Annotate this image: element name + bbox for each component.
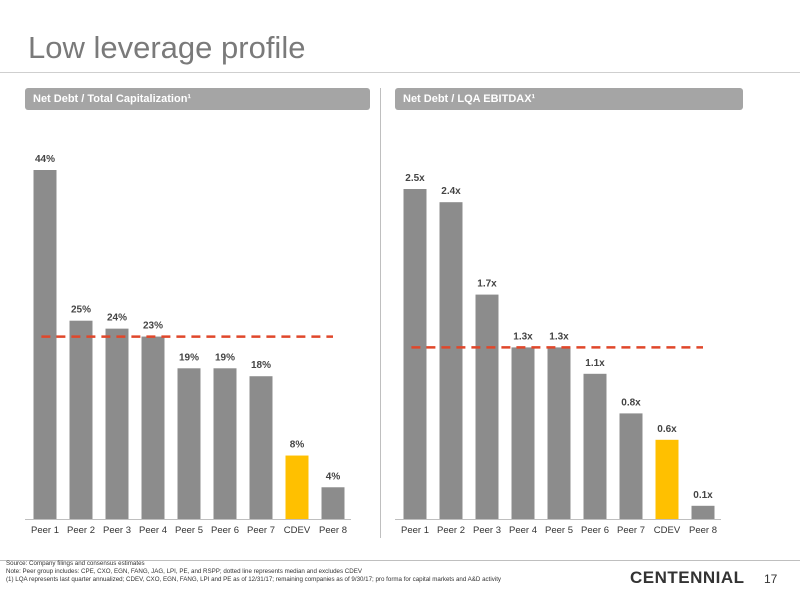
x-tick-label: Peer 5 (545, 525, 573, 536)
data-label: 2.5x (405, 173, 425, 184)
bar-cdev (285, 455, 309, 519)
data-label: 24% (107, 313, 127, 324)
data-label: 19% (215, 352, 235, 363)
bar-peer-3 (105, 328, 129, 519)
bar-peer-1 (403, 189, 427, 519)
net-debt-total-cap-chart: 44% Peer 1 25% Peer 2 24% Peer 3 23% Peer 4 19% P… (25, 154, 351, 536)
bar-peer-7 (619, 413, 643, 519)
data-label: 0.8x (621, 397, 641, 408)
data-label: 2.4x (441, 186, 461, 197)
footnotes: Source: Company filings and consensus es… (6, 560, 606, 584)
bar-peer-4 (141, 336, 165, 519)
x-tick-label: Peer 2 (437, 525, 465, 536)
x-tick-label: Peer 2 (67, 525, 95, 536)
bar-cdev (655, 439, 679, 519)
data-label: 1.7x (477, 279, 497, 290)
bar-peer-3 (475, 294, 499, 519)
x-tick-label: Peer 3 (473, 525, 501, 536)
bar-peer-1 (33, 170, 57, 519)
data-label: 25% (71, 305, 91, 316)
bar-peer-2 (69, 320, 93, 519)
bar-peer-2 (439, 202, 463, 519)
x-tick-label: Peer 1 (401, 525, 429, 536)
x-tick-label: Peer 8 (319, 525, 347, 536)
x-tick-label: Peer 7 (617, 525, 645, 536)
left-chart-header: Net Debt / Total Capitalization¹ (25, 88, 370, 110)
data-label: 4% (326, 471, 341, 482)
panel-divider (380, 88, 381, 538)
x-tick-label: Peer 4 (139, 525, 167, 536)
bar-peer-6 (213, 368, 237, 519)
page-title: Low leverage profile (28, 30, 306, 65)
data-label: 1.3x (549, 331, 569, 342)
footnote-source: Source: Company filings and consensus es… (6, 560, 145, 567)
bar-peer-4 (511, 347, 535, 519)
x-tick-label: Peer 8 (689, 525, 717, 536)
bar-peer-5 (177, 368, 201, 519)
data-label: 0.6x (657, 424, 677, 435)
x-tick-label: Peer 1 (31, 525, 59, 536)
x-tick-label: Peer 7 (247, 525, 275, 536)
data-label: 8% (290, 440, 305, 451)
footnote-note: Note: Peer group includes: CPE, CXO, EGN… (6, 568, 362, 575)
data-label: 18% (251, 360, 271, 371)
x-tick-label: Peer 5 (175, 525, 203, 536)
bar-peer-8 (321, 487, 345, 519)
x-tick-label: Peer 6 (581, 525, 609, 536)
bar-peer-8 (691, 505, 715, 519)
net-debt-ebitdax-chart: 2.5x Peer 1 2.4x Peer 2 1.7x Peer 3 1.3x Peer 4… (395, 173, 721, 536)
bar-peer-7 (249, 376, 273, 519)
x-tick-label: Peer 3 (103, 525, 131, 536)
data-label: 1.1x (585, 358, 605, 369)
x-tick-label: CDEV (654, 525, 681, 536)
bar-peer-5 (547, 347, 571, 519)
company-logo: CENTENNIAL (630, 568, 745, 587)
title-divider (0, 72, 800, 73)
data-label: 1.3x (513, 331, 533, 342)
data-label: 19% (179, 352, 199, 363)
page-number: 17 (764, 572, 778, 586)
x-tick-label: Peer 4 (509, 525, 537, 536)
data-label: 44% (35, 154, 55, 165)
right-chart-header: Net Debt / LQA EBITDAX¹ (395, 88, 743, 110)
bar-peer-6 (583, 373, 607, 519)
x-tick-label: Peer 6 (211, 525, 239, 536)
data-label: 0.1x (693, 490, 713, 501)
footer-divider (0, 560, 800, 561)
x-tick-label: CDEV (284, 525, 311, 536)
footnote-1: (1) LQA represents last quarter annualiz… (6, 576, 502, 583)
data-label: 23% (143, 321, 163, 332)
